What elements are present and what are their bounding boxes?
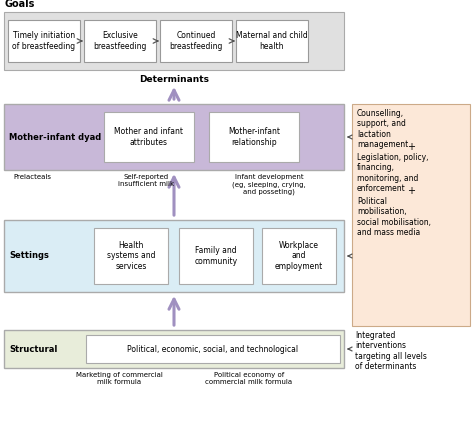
Text: Counselling,
support, and
lactation
management: Counselling, support, and lactation mana… xyxy=(357,109,408,149)
Bar xyxy=(236,20,308,62)
Bar xyxy=(4,12,344,70)
Text: +: + xyxy=(407,186,415,196)
Text: Prelacteals: Prelacteals xyxy=(13,174,51,180)
Text: Marketing of commercial
milk formula: Marketing of commercial milk formula xyxy=(75,372,163,385)
Bar xyxy=(209,112,299,162)
Text: Infant development
(eg, sleeping, crying,
and posseting): Infant development (eg, sleeping, crying… xyxy=(232,174,306,195)
Text: Exclusive
breastfeeding: Exclusive breastfeeding xyxy=(93,31,146,51)
Bar xyxy=(104,112,194,162)
Text: Health
systems and
services: Health systems and services xyxy=(107,241,155,271)
Text: Political, economic, social, and technological: Political, economic, social, and technol… xyxy=(128,344,299,354)
Text: Legislation, policy,
financing,
monitoring, and
enforcement: Legislation, policy, financing, monitori… xyxy=(357,153,428,193)
Text: Timely initiation
of breastfeeding: Timely initiation of breastfeeding xyxy=(12,31,75,51)
Bar xyxy=(179,228,253,284)
Text: Continued
breastfeeding: Continued breastfeeding xyxy=(169,31,223,51)
Text: Mother-infant dyad: Mother-infant dyad xyxy=(9,132,101,142)
Bar xyxy=(4,330,344,368)
Bar xyxy=(94,228,168,284)
Text: Mother and infant
attributes: Mother and infant attributes xyxy=(115,127,183,147)
Bar xyxy=(352,104,470,326)
Text: Settings: Settings xyxy=(9,251,49,260)
Bar xyxy=(4,220,344,292)
Text: Political
mobilisation,
social mobilisation,
and mass media: Political mobilisation, social mobilisat… xyxy=(357,197,431,237)
Text: Workplace
and
employment: Workplace and employment xyxy=(275,241,323,271)
Text: Integrated
interventions
targeting all levels
of determinants: Integrated interventions targeting all l… xyxy=(355,331,427,371)
Bar xyxy=(160,20,232,62)
Bar xyxy=(86,335,340,363)
Text: Mother-infant
relationship: Mother-infant relationship xyxy=(228,127,280,147)
Text: Determinants: Determinants xyxy=(139,75,209,84)
Text: Structural: Structural xyxy=(9,344,57,354)
Bar xyxy=(8,20,80,62)
Text: Family and
community: Family and community xyxy=(194,246,237,266)
Text: Maternal and child
health: Maternal and child health xyxy=(236,31,308,51)
Text: Political economy of
commercial milk formula: Political economy of commercial milk for… xyxy=(205,372,292,385)
Bar xyxy=(262,228,336,284)
Bar xyxy=(4,104,344,170)
Text: Goals: Goals xyxy=(5,0,36,9)
Text: Self-reported
insufficient milk: Self-reported insufficient milk xyxy=(118,174,174,187)
Text: +: + xyxy=(407,142,415,152)
Bar xyxy=(84,20,156,62)
